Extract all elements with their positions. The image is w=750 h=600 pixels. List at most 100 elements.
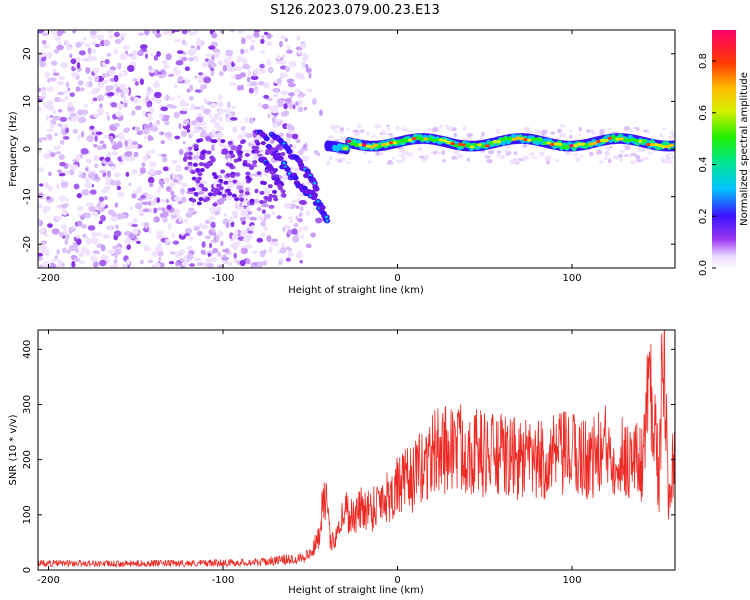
- heatmap-cell: [612, 155, 619, 160]
- heatmap-cell: [187, 207, 195, 212]
- heatmap-cell: [64, 89, 69, 95]
- heatmap-cell: [79, 116, 86, 124]
- heatmap-cell: [291, 228, 298, 235]
- heatmap-cell: [38, 264, 44, 268]
- heatmap-cell: [212, 192, 218, 197]
- heatmap-cell: [282, 161, 286, 165]
- heatmap-cell: [207, 192, 213, 197]
- heatmap-cell: [52, 115, 61, 121]
- heatmap-cell: [80, 130, 85, 138]
- heatmap-cell: [495, 128, 500, 132]
- heatmap-cell: [141, 201, 150, 206]
- figure-title: S126.2023.079.00.23.E13: [270, 3, 439, 18]
- heatmap-cell: [78, 171, 83, 175]
- heatmap-cell: [205, 257, 212, 264]
- heatmap-cell: [187, 161, 193, 166]
- heatmap-cell: [286, 78, 295, 84]
- heatmap-cell: [176, 50, 184, 55]
- heatmap-cell: [220, 240, 224, 247]
- heatmap-cell: [107, 30, 113, 34]
- heatmap-cell: [99, 214, 106, 222]
- heatmap-cell: [105, 181, 112, 186]
- heatmap-cell: [578, 134, 582, 137]
- heatmap-cell: [134, 126, 141, 131]
- heatmap-cell: [44, 71, 51, 79]
- heatmap-cell: [268, 204, 275, 209]
- heatmap-cell: [84, 249, 91, 256]
- heatmap-cell: [191, 198, 197, 203]
- heatmap-cell: [97, 34, 105, 41]
- heatmap-cell: [38, 219, 42, 226]
- heatmap-cell: [142, 155, 148, 162]
- heatmap-cell: [245, 34, 253, 40]
- heatmap-cell: [453, 132, 458, 138]
- heatmap-cell: [308, 72, 312, 79]
- heatmap-cell: [266, 235, 272, 242]
- heatmap-cell: [299, 91, 304, 96]
- heatmap-cell: [236, 185, 244, 190]
- heatmap-cell: [85, 158, 92, 164]
- heatmap-cell: [295, 205, 300, 209]
- heatmap-cell: [57, 80, 65, 86]
- heatmap-cell: [630, 128, 634, 133]
- heatmap-cell: [57, 144, 62, 150]
- heatmap-cell: [276, 144, 282, 149]
- snr-x-tick-label: 100: [562, 575, 581, 586]
- heatmap-cell: [91, 238, 99, 245]
- heatmap-cell: [183, 218, 188, 224]
- heatmap-cell: [305, 243, 312, 249]
- heatmap-cell: [164, 131, 172, 138]
- heatmap-cell: [419, 137, 425, 141]
- heatmap-cell: [227, 101, 231, 109]
- heatmap-cell: [132, 78, 138, 82]
- heatmap-cell: [195, 168, 201, 173]
- heatmap-cell: [134, 202, 143, 210]
- heatmap-cell: [259, 199, 265, 204]
- heatmap-cell: [234, 66, 243, 71]
- heatmap-cell: [640, 158, 646, 161]
- heatmap-cell: [38, 192, 44, 199]
- heatmap-cell: [81, 113, 86, 118]
- heatmap-cell: [273, 88, 280, 93]
- heatmap-cell: [267, 184, 273, 189]
- heatmap-cell: [91, 211, 99, 216]
- heatmap-cell: [194, 89, 202, 93]
- heatmap-cell: [216, 101, 224, 108]
- heatmap-cell: [119, 74, 125, 78]
- heatmap-cell: [225, 173, 231, 178]
- heatmap-cell: [249, 165, 255, 170]
- heatmap-cell: [237, 30, 245, 34]
- heatmap-cell: [177, 95, 181, 99]
- heatmap-cell: [245, 171, 251, 176]
- heatmap-cell: [175, 60, 184, 66]
- heatmap-cell: [480, 144, 486, 148]
- heatmap-cell: [233, 158, 239, 163]
- heatmap-cell: [251, 149, 257, 154]
- heatmap-cell: [66, 198, 70, 202]
- heatmap-cell: [85, 201, 94, 207]
- heatmap-cell: [219, 30, 224, 34]
- heatmap-cell: [98, 220, 103, 225]
- heatmap-cell: [258, 68, 267, 74]
- heatmap-cell: [400, 138, 406, 142]
- heatmap-cell: [158, 256, 162, 261]
- heatmap-cell: [119, 52, 128, 60]
- heatmap-cell: [267, 66, 274, 74]
- heatmap-cell: [292, 104, 296, 110]
- heatmap-cell: [244, 191, 250, 196]
- heatmap-cell: [427, 137, 433, 141]
- heatmap-cell: [60, 139, 65, 145]
- heatmap-cell: [287, 129, 295, 134]
- heatmap-cell: [56, 44, 65, 51]
- heatmap-cell: [386, 127, 391, 131]
- heatmap-cell: [264, 168, 270, 173]
- heatmap-cell: [266, 32, 272, 40]
- heatmap-cell: [58, 154, 65, 160]
- heatmap-cell: [190, 103, 196, 108]
- heatmap-cell: [103, 39, 110, 47]
- heatmap-cell: [391, 156, 395, 160]
- heatmap-cell: [159, 131, 165, 136]
- heatmap-cell: [57, 108, 63, 113]
- heatmap-cell: [60, 61, 69, 69]
- heatmap-cell: [69, 92, 75, 97]
